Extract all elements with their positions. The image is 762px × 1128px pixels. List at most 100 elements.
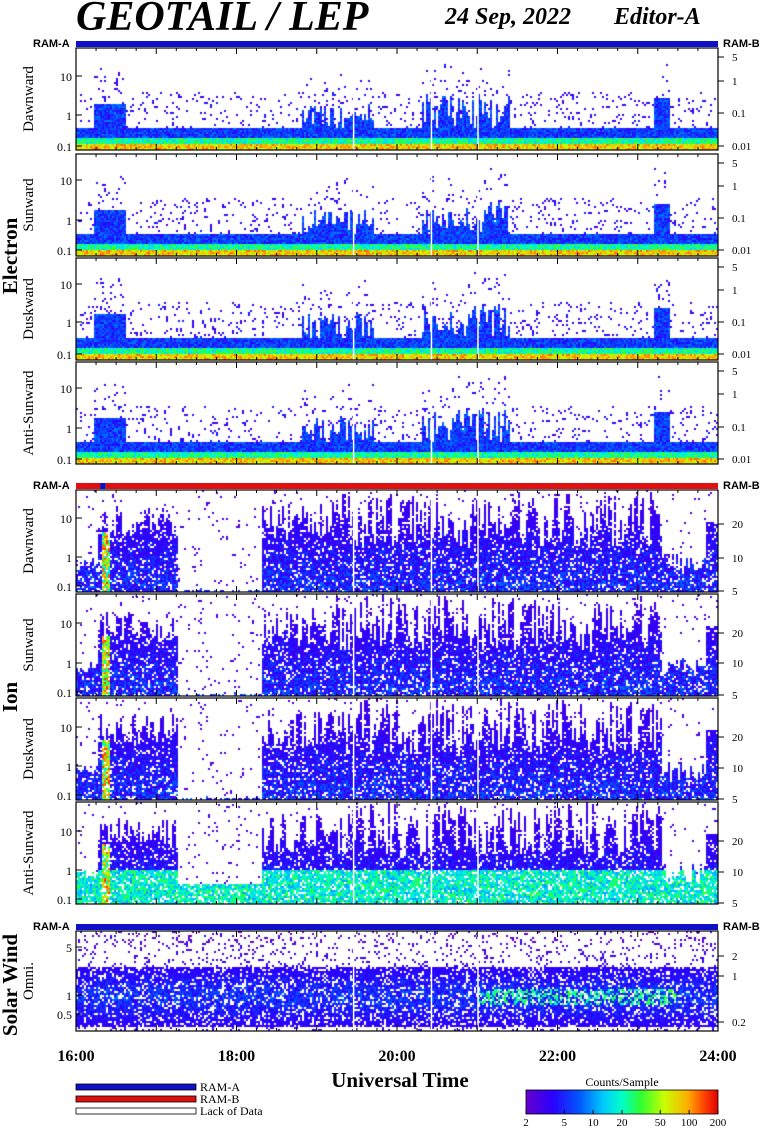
right-tick-label: 0.1 (732, 108, 746, 120)
data-gap-line (477, 698, 479, 800)
right-tick-label: 10 (732, 658, 744, 670)
group-label: Electron (0, 217, 22, 294)
panel-label: Anti-Sunward (21, 370, 37, 455)
panel-heatmap (76, 258, 718, 360)
left-tick-label: 1 (66, 760, 72, 774)
left-tick-label: 0.1 (57, 244, 72, 258)
data-gap-line (430, 490, 433, 592)
left-tick-label: 10 (60, 825, 72, 839)
mode-bar-segment (76, 483, 101, 489)
panels-layer: RAM-A RAM-B Electron Dawnward 10 1 0.1 5 1 0.1 0.0… (0, 38, 760, 1065)
panel-1-0: Dawnward 10 1 0.1 20 10 5 (21, 489, 744, 598)
panel-label: Dawnward (21, 66, 37, 132)
mode-right-label: RAM-B (723, 38, 760, 50)
right-tick-label: 10 (732, 867, 744, 879)
left-tick-label: 10 (60, 70, 72, 84)
data-gap-line (477, 802, 479, 904)
panel-heatmap (76, 698, 718, 800)
panel-0-0: Dawnward 10 1 0.1 5 1 0.1 0.01 (21, 47, 751, 154)
legend-swatch (75, 1095, 197, 1103)
panel-0-2: Duskward 10 1 0.1 5 1 0.1 0.01 (21, 257, 751, 362)
right-tick-label: 0.1 (732, 213, 746, 225)
left-tick-label: 1 (66, 109, 72, 123)
left-tick-label: 0.1 (57, 686, 72, 700)
left-tick-label: 10 (60, 721, 72, 735)
data-gap-line (352, 154, 355, 256)
left-tick-label: 1 (66, 316, 72, 330)
left-tick-label: 0.1 (57, 140, 72, 154)
left-tick-label: 1 (66, 422, 72, 436)
left-tick-label: 0.1 (57, 453, 72, 467)
left-tick-label: 0.1 (57, 348, 72, 362)
group-label: Solar Wind (0, 934, 22, 1036)
data-gap-line (430, 258, 433, 360)
mode-left-label: RAM-A (33, 480, 70, 492)
right-tick-label: 2 (732, 951, 738, 963)
panel-heatmap (76, 154, 718, 256)
data-gap-line (477, 154, 479, 256)
right-tick-label: 5 (732, 586, 738, 598)
x-axis-label: Universal Time (331, 1068, 468, 1092)
right-tick-label: 20 (732, 836, 744, 848)
right-tick-label: 5 (732, 366, 738, 378)
mode-right-label: RAM-B (723, 480, 760, 492)
colorbar-tick-label: 100 (681, 1117, 698, 1128)
data-gap-line (477, 490, 479, 592)
right-tick-label: 0.01 (732, 245, 751, 257)
right-tick-label: 5 (732, 794, 738, 806)
left-tick-label: 10 (60, 382, 72, 396)
data-gap-line (352, 594, 355, 696)
panel-1-2: Duskward 10 1 0.1 20 10 5 (21, 697, 744, 806)
group-1: RAM-A RAM-B Ion Dawnward 10 1 0.1 20 10 5 Sunward 1… (0, 480, 760, 910)
right-tick-label: 0.01 (732, 349, 751, 361)
colorbar-tick-label: 50 (655, 1117, 667, 1128)
right-tick-label: 1 (732, 971, 738, 983)
data-gap-line (477, 594, 479, 696)
data-gap-line (477, 48, 479, 150)
panel-1-1: Sunward 10 1 0.1 20 10 5 (21, 593, 744, 702)
panel-label: Sunward (21, 178, 37, 232)
left-tick-label: 1 (66, 551, 72, 565)
right-tick-label: 5 (732, 52, 738, 64)
colorbar-tick-label: 10 (588, 1117, 600, 1128)
left-tick-label: 10 (60, 617, 72, 631)
panel-label: Sunward (21, 618, 37, 672)
data-gap-line (430, 594, 433, 696)
data-gap-line (352, 931, 355, 1031)
right-tick-label: 10 (732, 763, 744, 775)
right-tick-label: 1 (732, 389, 738, 401)
data-gap-line (352, 802, 355, 904)
left-tick-label: 10 (60, 278, 72, 292)
colorbar-tick-label: 5 (561, 1117, 567, 1128)
left-tick-label: 0.1 (57, 789, 72, 803)
x-tick-label: 18:00 (218, 1048, 255, 1065)
data-gap-line (430, 362, 433, 464)
panel-heatmap (76, 48, 718, 150)
data-gap-line (430, 154, 433, 256)
right-tick-label: 1 (732, 76, 738, 88)
colorbar-title: Counts/Sample (585, 1075, 658, 1089)
right-tick-label: 5 (732, 158, 738, 170)
left-tick-label: 0.1 (57, 893, 72, 907)
x-tick-label: 16:00 (57, 1048, 94, 1065)
right-tick-label: 20 (732, 628, 744, 640)
panel-2-0: Omni. 5 1 0.5 2 1 0.2 (21, 930, 746, 1032)
panel-0-3: Anti-Sunward 10 1 0.1 5 1 0.1 0.01 (21, 361, 751, 467)
panel-label: Dawnward (21, 508, 37, 574)
data-gap-line (352, 48, 355, 150)
right-tick-label: 5 (732, 262, 738, 274)
group-2: RAM-A RAM-B Solar Wind Omni. 5 1 0.5 2 1 0.2 (0, 921, 760, 1036)
left-tick-label: 1 (66, 214, 72, 228)
data-gap-line (430, 802, 433, 904)
panel-heatmap (76, 931, 718, 1031)
data-gap-line (430, 931, 433, 1031)
x-tick-label: 24:00 (699, 1048, 736, 1065)
figure-date: 24 Sep, 2022 (444, 4, 571, 30)
group-label: Ion (0, 682, 22, 713)
x-tick-labels: 16:00 18:00 20:00 22:00 24:00 (57, 1048, 736, 1065)
panel-label: Omni. (21, 962, 37, 1000)
right-tick-label: 20 (732, 732, 744, 744)
data-gap-line (430, 48, 433, 150)
data-gap-line (352, 490, 355, 592)
